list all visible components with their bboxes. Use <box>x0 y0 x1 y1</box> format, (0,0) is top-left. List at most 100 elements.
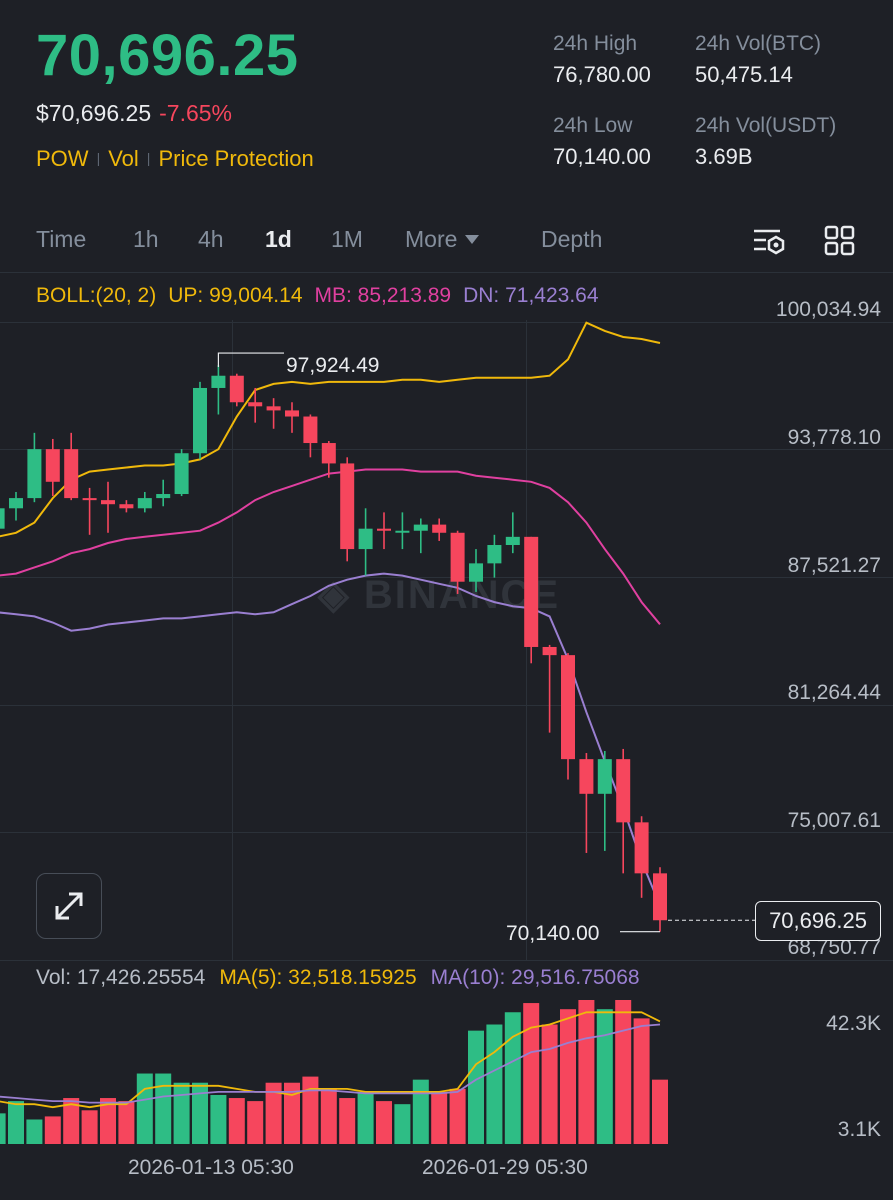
volume-bar <box>633 1018 650 1144</box>
grid-line <box>0 577 893 578</box>
fiat-price-row: $70,696.25 -7.65% <box>36 100 232 127</box>
stat-label: 24h Vol(BTC) <box>695 32 822 55</box>
volume-bar <box>81 1110 98 1144</box>
tag-separator: | <box>96 150 101 166</box>
y-tick-label: 87,521.27 <box>787 554 881 577</box>
boll-lower-line <box>0 572 661 906</box>
tag-price-protection[interactable]: Price Protection <box>158 146 314 171</box>
volume-bar <box>302 1076 319 1144</box>
candle-body <box>229 375 244 403</box>
y-tick-label: 81,264.44 <box>787 681 881 704</box>
candle-body <box>119 504 134 509</box>
volume-bar <box>136 1073 153 1144</box>
tab-more-label: More <box>405 226 458 252</box>
candle-body <box>285 410 299 417</box>
volume-bar <box>284 1082 300 1144</box>
candle-body <box>358 528 373 550</box>
stat-24h-vol-usdt: 24h Vol(USDT) 3.69B <box>695 114 836 170</box>
tab-1d[interactable]: 1d <box>265 226 292 252</box>
candle-body <box>653 873 667 921</box>
volume-bar <box>652 1079 668 1144</box>
expand-button[interactable] <box>36 873 102 939</box>
stat-value: 76,780.00 <box>553 62 651 87</box>
tab-depth[interactable]: Depth <box>541 226 603 252</box>
tag-pow[interactable]: POW <box>36 146 89 171</box>
tag-separator: | <box>146 150 151 166</box>
volume-bar <box>596 1009 613 1144</box>
candle-body <box>432 524 447 533</box>
y-tick-label: 68,750.77 <box>787 936 881 959</box>
candle-body <box>395 530 410 533</box>
tag-vol[interactable]: Vol <box>108 146 139 171</box>
tab-more[interactable]: More <box>405 226 480 253</box>
caret-down-icon <box>465 235 480 244</box>
candle-body <box>27 449 42 499</box>
x-tick-label: 2026-01-29 05:30 <box>422 1156 588 1179</box>
candle-body <box>248 402 263 407</box>
candle-body <box>211 375 226 388</box>
tab-1h[interactable]: 1h <box>133 226 159 252</box>
candle-body <box>174 453 189 495</box>
volume-bar <box>44 1116 61 1144</box>
volume-ma10-line <box>0 1023 661 1104</box>
boll-upper-line <box>0 321 661 538</box>
stat-label: 24h High <box>553 32 638 55</box>
volume-bar <box>8 1101 24 1144</box>
volume-bar <box>228 1098 245 1144</box>
boll-label: BOLL:(20, 2) <box>36 284 157 307</box>
candle-body <box>266 406 281 411</box>
volume-ma10: MA(10): 29,516.75068 <box>430 966 640 989</box>
candle-body <box>193 387 207 454</box>
grid-line <box>0 960 893 961</box>
volume-bar <box>431 1091 448 1144</box>
volume-bar <box>394 1104 411 1144</box>
candle-body <box>505 536 520 546</box>
tab-4h[interactable]: 4h <box>198 226 224 252</box>
grid-line <box>0 832 893 833</box>
volume-bar <box>412 1079 429 1144</box>
stat-value: 50,475.14 <box>695 62 793 87</box>
stat-24h-high: 24h High 76,780.00 <box>553 32 651 88</box>
candle-body <box>469 563 483 582</box>
volume-bar <box>320 1088 337 1144</box>
chart-settings-icon[interactable] <box>752 224 788 258</box>
candle-body <box>524 536 539 647</box>
interval-tabs: Time 1h 4h 1d 1M More Depth <box>0 222 893 262</box>
boll-middle-line <box>0 468 661 625</box>
candle-body <box>321 443 336 464</box>
volume-axis-label: 3.1K <box>837 1118 881 1141</box>
candle-body <box>303 416 318 444</box>
tabs-divider <box>0 272 893 273</box>
volume-bar <box>265 1082 282 1144</box>
volume-bar <box>118 1101 135 1144</box>
low-annotation: 70,140.00 <box>506 922 600 945</box>
grid-line <box>0 322 893 323</box>
volume-indicator-row: Vol: 17,426.25554 MA(5): 32,518.15925 MA(1… <box>36 966 654 990</box>
candle-body <box>579 759 594 794</box>
grid-line <box>0 705 893 706</box>
boll-indicator-row: BOLL:(20, 2) UP: 99,004.14 MB: 85,213.89 DN… <box>36 284 611 308</box>
volume-bar <box>210 1094 227 1144</box>
tag-row: POW | Vol | Price Protection <box>36 146 314 172</box>
candle-body <box>9 498 23 509</box>
fiat-price: $70,696.25 <box>36 100 152 126</box>
volume-bar <box>26 1119 43 1144</box>
tab-1m[interactable]: 1M <box>331 226 363 252</box>
volume-bar <box>468 1030 484 1144</box>
tab-time[interactable]: Time <box>36 226 87 252</box>
volume-bar <box>486 1024 503 1144</box>
volume-bar <box>357 1091 374 1144</box>
volume-bar <box>449 1088 466 1144</box>
grid-layout-icon[interactable] <box>822 224 858 258</box>
candle-body <box>137 498 152 509</box>
candle-body <box>561 655 575 760</box>
x-tick-label: 2026-01-13 05:30 <box>128 1156 294 1179</box>
candle-body <box>450 532 465 582</box>
candle-body <box>45 449 60 482</box>
stat-24h-vol-btc: 24h Vol(BTC) 50,475.14 <box>695 32 821 88</box>
current-price-tag[interactable]: 70,696.25 <box>755 901 881 941</box>
volume-bar <box>100 1098 116 1144</box>
candle-body <box>101 500 115 505</box>
volume-bar <box>339 1098 356 1144</box>
